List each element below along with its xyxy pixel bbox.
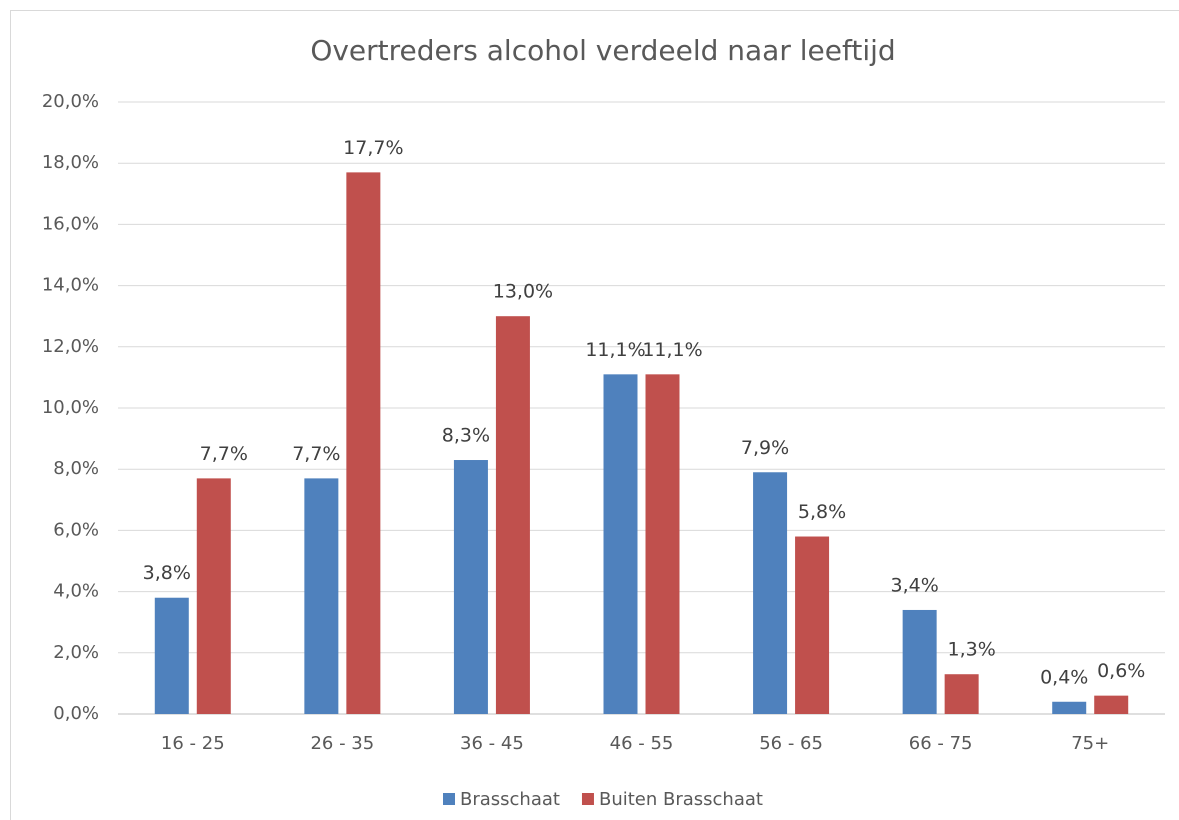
bar [154, 597, 189, 714]
y-tick-label: 16,0% [42, 213, 99, 234]
data-label: 5,8% [798, 501, 846, 523]
x-tick-label: 46 - 55 [610, 733, 674, 754]
y-tick-label: 20,0% [42, 91, 99, 112]
x-tick-label: 26 - 35 [310, 733, 374, 754]
bar [346, 172, 381, 714]
data-label: 8,3% [442, 425, 490, 447]
bar [1052, 701, 1087, 714]
bar [944, 674, 979, 714]
y-tick-label: 4,0% [53, 581, 99, 602]
legend-label: Brasschaat [460, 789, 560, 810]
data-label: 17,7% [343, 137, 403, 159]
bar [453, 460, 488, 714]
y-tick-label: 18,0% [42, 152, 99, 173]
legend-label: Buiten Brasschaat [599, 789, 763, 810]
x-tick-label: 36 - 45 [460, 733, 524, 754]
y-tick-label: 0,0% [53, 703, 99, 724]
data-label: 7,9% [741, 437, 789, 459]
y-tick-label: 10,0% [42, 397, 99, 418]
y-tick-label: 12,0% [42, 336, 99, 357]
bar [196, 478, 231, 714]
data-label: 0,4% [1040, 666, 1088, 688]
y-tick-label: 2,0% [53, 642, 99, 663]
data-label: 11,1% [642, 339, 702, 361]
bar [1094, 695, 1129, 714]
bar [495, 316, 530, 714]
legend-swatch [581, 793, 594, 805]
data-label: 7,7% [200, 443, 248, 465]
data-label: 3,4% [891, 574, 939, 596]
data-label: 7,7% [292, 443, 340, 465]
bar [795, 536, 830, 714]
chart-title: Overtreders alcohol verdeeld naar leefti… [310, 34, 895, 67]
bar [902, 609, 937, 714]
data-label: 13,0% [493, 281, 553, 303]
bar [603, 374, 638, 714]
x-tick-label: 75+ [1071, 733, 1109, 754]
y-tick-label: 8,0% [53, 458, 99, 479]
x-tick-label: 66 - 75 [909, 733, 973, 754]
x-tick-label: 16 - 25 [161, 733, 225, 754]
x-tick-label: 56 - 65 [759, 733, 823, 754]
legend-swatch [443, 793, 455, 805]
data-label: 3,8% [143, 562, 191, 584]
bar [753, 472, 788, 714]
y-tick-label: 6,0% [53, 519, 99, 540]
y-tick-label: 14,0% [42, 275, 99, 296]
bar [645, 374, 680, 714]
data-label: 1,3% [948, 639, 996, 661]
bar [304, 478, 339, 714]
data-label: 11,1% [585, 339, 645, 361]
data-label: 0,6% [1097, 660, 1145, 682]
